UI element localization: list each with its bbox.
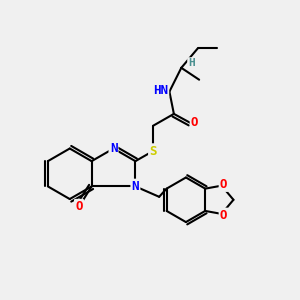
Text: O: O [191, 116, 198, 129]
Text: HN: HN [153, 84, 168, 97]
Text: N: N [132, 180, 139, 193]
Text: S: S [149, 145, 157, 158]
Text: O: O [75, 200, 83, 213]
Text: H: H [188, 58, 195, 68]
Text: O: O [220, 178, 227, 191]
Text: O: O [220, 209, 227, 222]
Text: N: N [110, 142, 117, 155]
